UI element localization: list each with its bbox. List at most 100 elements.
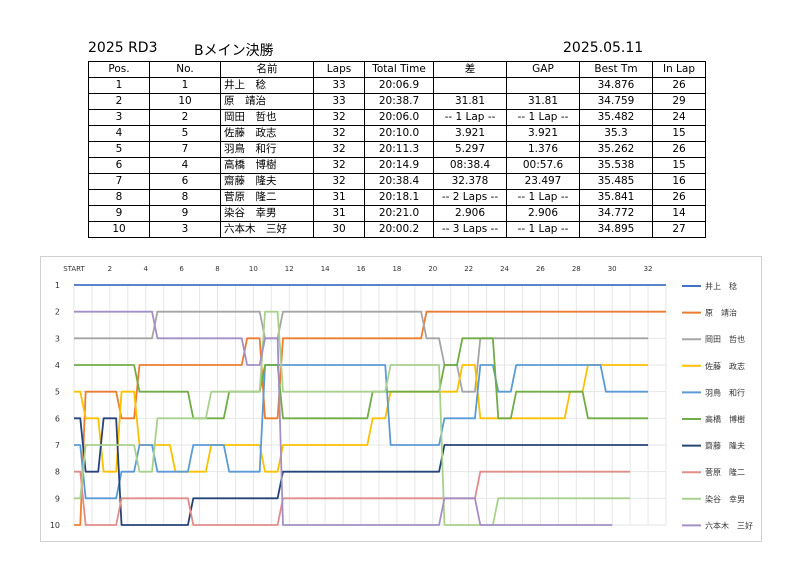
series-line bbox=[74, 337, 649, 420]
legend-label: 六本木 三好 bbox=[705, 520, 753, 530]
table-cell: 20:14.9 bbox=[364, 157, 434, 174]
table-cell: 31 bbox=[313, 189, 365, 206]
results-table: Pos. No. 名前 Laps Total Time 差 GAP Best Tm In Lap… bbox=[88, 61, 706, 238]
x-tick-label: 32 bbox=[644, 265, 653, 273]
table-cell bbox=[433, 77, 507, 94]
table-cell: 32 bbox=[313, 173, 365, 190]
table-cell: -- 1 Lap -- bbox=[433, 109, 507, 126]
table-cell: 14 bbox=[652, 205, 706, 222]
series-line bbox=[74, 470, 631, 526]
y-tick-label: 1 bbox=[55, 281, 60, 290]
x-tick-label: 16 bbox=[357, 265, 366, 273]
table-cell: 00:57.6 bbox=[506, 157, 580, 174]
table-row: 9 9 染谷 幸男 31 20:21.0 2.906 2.906 34.772 14 bbox=[88, 205, 706, 222]
table-row: 1 1 井上 稔 33 20:06.9 34.876 26 bbox=[88, 77, 706, 94]
column-header: 名前 bbox=[220, 61, 314, 78]
column-header: Pos. bbox=[88, 61, 150, 78]
table-cell: 10 bbox=[88, 221, 150, 238]
table-cell: 34.876 bbox=[579, 77, 653, 94]
table-cell: 20:11.3 bbox=[364, 141, 434, 158]
table-cell: 35.482 bbox=[579, 109, 653, 126]
table-cell: 佐藤 政志 bbox=[220, 125, 314, 142]
table-cell: 26 bbox=[652, 189, 706, 206]
legend-label: 佐藤 政志 bbox=[705, 361, 745, 371]
x-tick-label: 8 bbox=[215, 265, 219, 273]
y-tick-label: 4 bbox=[55, 361, 60, 370]
legend-label: 齋藤 隆夫 bbox=[705, 441, 745, 451]
legend-label: 岡田 哲也 bbox=[705, 334, 745, 344]
table-cell: 32 bbox=[313, 125, 365, 142]
x-tick-label: 18 bbox=[392, 265, 401, 273]
table-cell: 羽鳥 和行 bbox=[220, 141, 314, 158]
x-tick-label: 20 bbox=[428, 265, 437, 273]
table-cell: 3 bbox=[88, 109, 150, 126]
table-cell: 7 bbox=[149, 141, 221, 158]
table-cell: 34.759 bbox=[579, 93, 653, 110]
y-tick-label: 7 bbox=[55, 441, 60, 450]
table-cell: 4 bbox=[88, 125, 150, 142]
table-cell: 16 bbox=[652, 173, 706, 190]
y-tick-label: 10 bbox=[50, 521, 60, 530]
table-cell: 26 bbox=[652, 141, 706, 158]
table-cell: 35.485 bbox=[579, 173, 653, 190]
legend-label: 井上 稔 bbox=[705, 281, 737, 291]
table-cell: -- 2 Laps -- bbox=[433, 189, 507, 206]
table-cell: 5.297 bbox=[433, 141, 507, 158]
table-cell: 20:00.2 bbox=[364, 221, 434, 238]
x-tick-label: 2 bbox=[108, 265, 112, 273]
event-title: Bメイン決勝 bbox=[194, 43, 274, 59]
column-header: Total Time bbox=[364, 61, 434, 78]
legend-label: 染谷 幸男 bbox=[705, 494, 745, 504]
x-tick-label: 26 bbox=[536, 265, 545, 273]
y-tick-label: 3 bbox=[55, 334, 60, 343]
table-cell: 2.906 bbox=[506, 205, 580, 222]
x-tick-label: 4 bbox=[144, 265, 149, 273]
table-cell: 染谷 幸男 bbox=[220, 205, 314, 222]
table-cell: 3.921 bbox=[506, 125, 580, 142]
y-tick-label: 8 bbox=[55, 468, 60, 477]
table-cell: 5 bbox=[88, 141, 150, 158]
column-header: In Lap bbox=[652, 61, 706, 78]
table-row: 2 10 原 靖治 33 20:38.7 31.81 31.81 34.759 29 bbox=[88, 93, 706, 110]
column-header: Laps bbox=[313, 61, 365, 78]
round-label: 2025 RD3 bbox=[88, 40, 158, 56]
legend-label: 菅原 隆二 bbox=[705, 467, 745, 477]
table-cell: 32.378 bbox=[433, 173, 507, 190]
table-row: 6 4 高橋 博樹 32 20:14.9 08:38.4 00:57.6 35.538 15 bbox=[88, 157, 706, 174]
series-line bbox=[74, 364, 649, 500]
x-tick-label: 14 bbox=[321, 265, 330, 273]
table-cell: -- 3 Laps -- bbox=[433, 221, 507, 238]
x-tick-label: 24 bbox=[500, 265, 509, 273]
table-cell: 15 bbox=[652, 157, 706, 174]
table-cell bbox=[506, 77, 580, 94]
x-tick-label: 6 bbox=[179, 265, 184, 273]
legend-label: 羽鳥 和行 bbox=[705, 387, 745, 397]
table-cell: 30 bbox=[313, 221, 365, 238]
y-tick-label: 6 bbox=[55, 414, 60, 423]
table-cell: 1 bbox=[149, 77, 221, 94]
legend-label: 高橋 博樹 bbox=[705, 414, 745, 424]
table-row: 5 7 羽鳥 和行 32 20:11.3 5.297 1.376 35.262 26 bbox=[88, 141, 706, 158]
table-cell: 高橋 博樹 bbox=[220, 157, 314, 174]
table-cell: 35.538 bbox=[579, 157, 653, 174]
series-line bbox=[74, 417, 649, 526]
table-cell: 菅原 隆二 bbox=[220, 189, 314, 206]
column-header: No. bbox=[149, 61, 221, 78]
table-cell: 20:38.7 bbox=[364, 93, 434, 110]
table-cell: 8 bbox=[88, 189, 150, 206]
table-cell: -- 1 Lap -- bbox=[506, 189, 580, 206]
y-tick-label: 9 bbox=[55, 494, 60, 503]
table-row: 3 2 岡田 哲也 32 20:06.0 -- 1 Lap -- -- 1 Lap -- 35… bbox=[88, 109, 706, 126]
table-cell: 23.497 bbox=[506, 173, 580, 190]
table-cell: 1.376 bbox=[506, 141, 580, 158]
table-cell: 6 bbox=[88, 157, 150, 174]
column-header: GAP bbox=[506, 61, 580, 78]
x-tick-label: 10 bbox=[249, 265, 258, 273]
x-tick-label: 22 bbox=[464, 265, 473, 273]
table-cell: 31.81 bbox=[433, 93, 507, 110]
table-cell: 20:18.1 bbox=[364, 189, 434, 206]
legend-label: 原 靖治 bbox=[705, 308, 737, 318]
table-cell: 3.921 bbox=[433, 125, 507, 142]
x-tick-label: START bbox=[63, 265, 85, 273]
